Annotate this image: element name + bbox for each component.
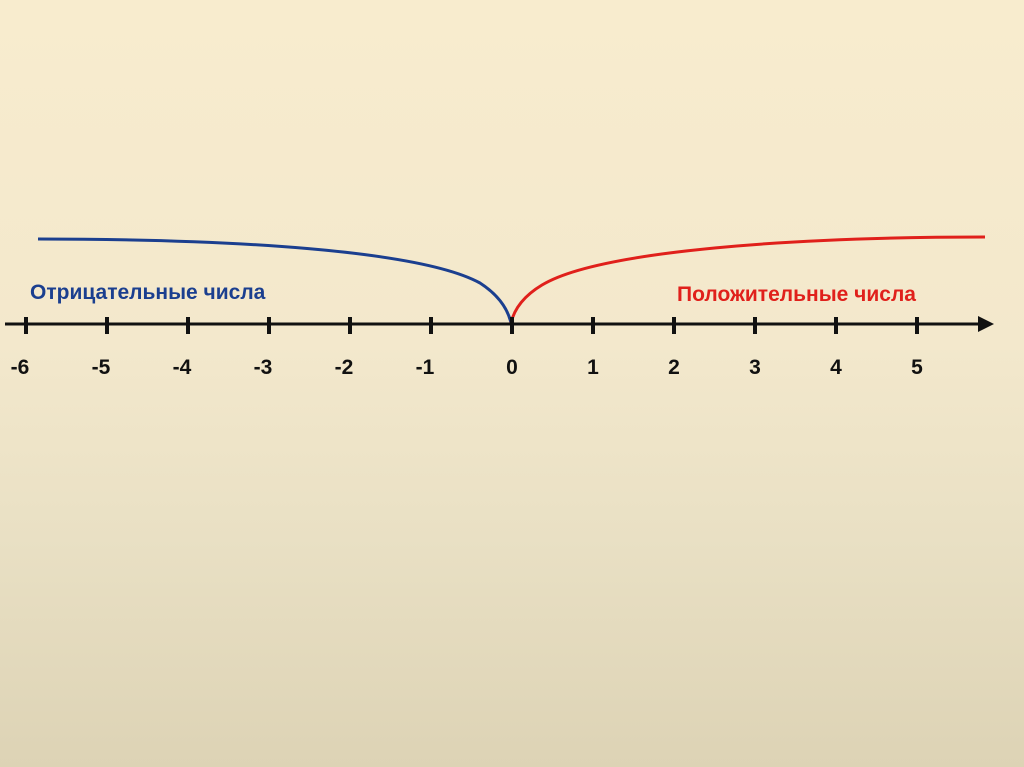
tick-label: -1 [416,356,435,379]
tick-label: -4 [173,356,192,379]
tick-label: 2 [668,356,680,379]
tick-label: -5 [92,356,111,379]
axis-arrow-icon [978,316,994,332]
tick-label: -6 [11,356,30,379]
tick-label: -3 [254,356,273,379]
tick-label: 5 [911,356,923,379]
negative-numbers-label: Отрицательные числа [30,281,266,304]
tick-labels: -6 -5 -4 -3 -2 -1 0 1 2 3 4 5 [11,356,924,379]
tick-marks [24,317,919,334]
tick-label: 3 [749,356,761,379]
positive-numbers-brace [509,235,986,324]
tick-label: 0 [506,356,518,379]
tick-label: 1 [587,356,599,379]
tick-label: -2 [335,356,354,379]
tick-label: 4 [830,356,842,379]
negative-numbers-brace [37,237,513,324]
positive-numbers-label: Положительные числа [677,283,916,306]
